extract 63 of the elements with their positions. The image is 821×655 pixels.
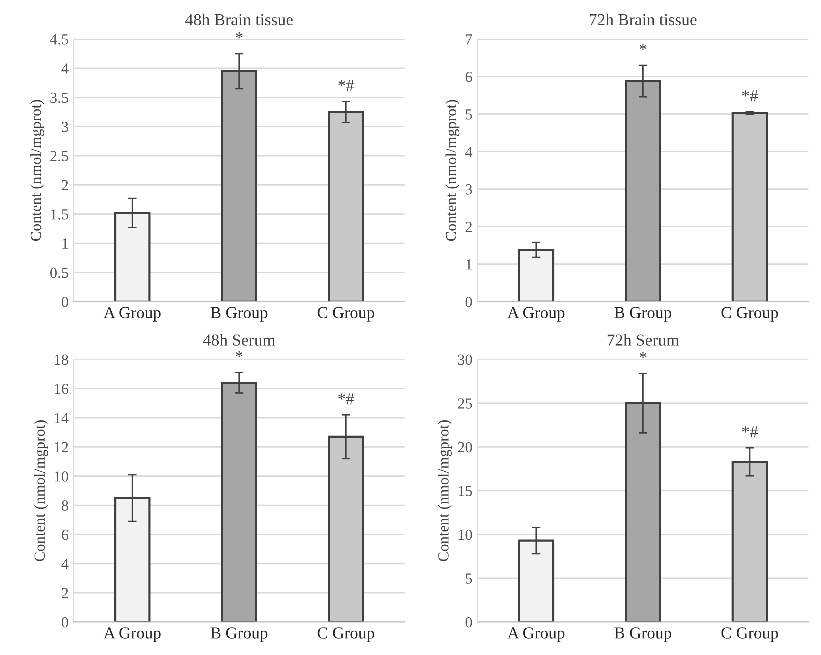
y-tick-label: 30	[458, 354, 472, 366]
y-tick-label: 2.5	[50, 151, 68, 162]
x-tick-label: A Group	[508, 628, 565, 642]
x-tick-label: B Group	[614, 628, 672, 642]
y-tick-label: 0.5	[50, 268, 68, 278]
x-tick-label: C Group	[318, 307, 374, 322]
y-tick-label: 0	[466, 617, 472, 628]
y-tick-label: 2	[466, 222, 472, 232]
y-tick-label: 12	[55, 442, 68, 452]
text: *	[236, 32, 243, 39]
annotation: *	[640, 44, 647, 50]
y-tick-label: 1.5	[51, 210, 68, 220]
y-tick-label: 1	[466, 260, 472, 270]
y-tick-label: 4.5	[50, 34, 68, 45]
y-axis-title: Content (nmol/mgprot)	[438, 420, 452, 562]
y-tick-label: 3	[62, 122, 68, 132]
y-tick-label: 8	[62, 500, 68, 511]
x-tick-label: B Group	[614, 307, 672, 322]
y-tick-label: 4	[62, 64, 69, 74]
text: *	[640, 352, 647, 358]
x-tick-label: B Group	[210, 628, 268, 642]
y-tick-label: 6	[466, 72, 472, 82]
y-tick-label: 18	[55, 354, 68, 366]
y-tick-label: 10	[458, 530, 472, 540]
y-tick-label: 5	[466, 110, 472, 120]
x-tick-label: C Group	[722, 628, 778, 642]
y-tick-label: 15	[458, 486, 472, 496]
y-tick-label: 0	[466, 297, 472, 308]
chart-title: 48h Brain tissue	[186, 14, 293, 26]
y-tick-label: 4	[62, 559, 69, 570]
y-axis-title: Content (nmol/mgprot)	[34, 420, 48, 562]
y-tick-label: 6	[62, 530, 69, 540]
y-tick-label: 2	[62, 180, 68, 190]
annotation: *#	[742, 426, 758, 438]
y-tick-label: 25	[458, 398, 472, 409]
y-tick-label: 5	[466, 574, 472, 584]
y-tick-label: 20	[458, 442, 472, 453]
y-tick-label: 0	[62, 297, 68, 308]
y-tick-label: 3.5	[50, 92, 68, 104]
y-axis-title: Content (nmol/mgprot)	[446, 100, 460, 242]
y-tick-label: 14	[55, 413, 69, 424]
y-tick-label: 7	[466, 34, 472, 45]
y-tick-label: 4	[465, 147, 473, 158]
annotation: *#	[338, 394, 354, 405]
chart-title: 72h Brain tissue	[590, 14, 697, 26]
x-tick-label: A Group	[508, 307, 565, 322]
y-tick-label: 16	[55, 384, 69, 394]
y-axis-title: Content (nmol/mgprot)	[30, 100, 44, 242]
y-tick-label: 3	[466, 184, 472, 195]
chart-title: 48h Serum	[203, 334, 276, 346]
x-tick-label: A Group	[104, 628, 161, 642]
x-tick-label: A Group	[104, 307, 161, 322]
y-tick-label: 2	[62, 588, 68, 598]
x-tick-label: C Group	[722, 307, 778, 322]
x-tick-label: B Group	[210, 307, 268, 322]
annotation: *#	[338, 80, 354, 92]
chart-title: 72h Serum	[608, 334, 680, 346]
y-tick-label: 1	[62, 238, 68, 249]
text: *	[236, 351, 243, 358]
annotation: *#	[742, 90, 758, 102]
y-tick-label: 0	[62, 617, 68, 628]
y-tick-label: 10	[55, 472, 68, 482]
x-tick-label: C Group	[318, 628, 374, 642]
